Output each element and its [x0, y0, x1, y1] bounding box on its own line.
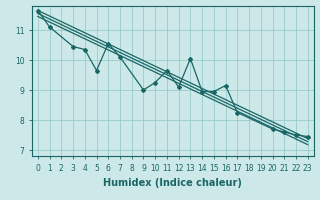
X-axis label: Humidex (Indice chaleur): Humidex (Indice chaleur) — [103, 178, 242, 188]
